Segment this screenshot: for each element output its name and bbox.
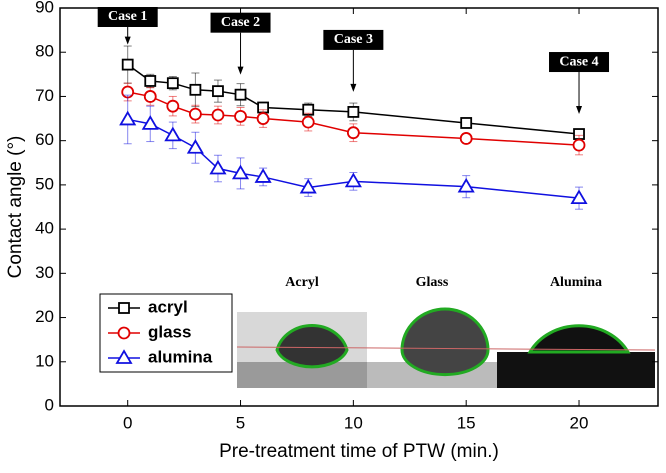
- marker: [234, 109, 247, 123]
- marker: [186, 138, 204, 154]
- y-tick-label: 70: [35, 86, 54, 105]
- annotation-box: [210, 12, 271, 33]
- y-tick-label: 80: [35, 42, 54, 61]
- arrow-head: [576, 106, 583, 115]
- series: [121, 82, 586, 156]
- y-axis-label: Contact angle (°): [5, 136, 26, 279]
- annotation: Case 1: [108, 9, 147, 24]
- annotation-box: [323, 29, 384, 50]
- legend-marker: [118, 302, 130, 314]
- marker: [460, 117, 473, 129]
- inset-label: Glass: [416, 275, 449, 290]
- legend-label: glass: [148, 322, 191, 341]
- legend-marker: [117, 326, 131, 340]
- annotation-box: [97, 7, 158, 27]
- marker: [188, 107, 202, 121]
- marker: [189, 83, 202, 96]
- y-tick-label: 0: [45, 395, 54, 414]
- series: [121, 45, 585, 140]
- marker: [344, 172, 362, 188]
- y-tick-label: 30: [35, 263, 54, 282]
- series: [119, 94, 588, 210]
- legend-label: alumina: [148, 347, 213, 366]
- y-tick-label: 60: [35, 130, 54, 149]
- marker: [141, 115, 159, 130]
- plot-frame: [59, 7, 659, 407]
- y-tick-label: 40: [35, 219, 54, 238]
- marker: [301, 115, 315, 129]
- marker: [143, 90, 157, 103]
- x-tick-label: 5: [236, 413, 245, 432]
- droplet: [527, 324, 631, 354]
- marker: [572, 138, 586, 152]
- marker: [166, 99, 180, 113]
- x-axis-label: Pre-treatment time of PTW (min.): [219, 441, 499, 462]
- x-tick-label: 10: [344, 413, 363, 432]
- arrow-head: [350, 83, 357, 92]
- y-tick-label: 90: [35, 0, 54, 16]
- y-tick-label: 10: [35, 351, 54, 370]
- arrow-head: [124, 36, 131, 45]
- y-tick-label: 50: [35, 174, 54, 193]
- legend-marker: [115, 349, 133, 364]
- marker: [164, 126, 182, 142]
- droplet: [400, 307, 490, 377]
- marker: [299, 178, 317, 194]
- y-tick-label: 20: [35, 307, 54, 326]
- marker: [211, 108, 225, 122]
- droplet: [275, 323, 349, 369]
- annotation: Case 3: [334, 32, 373, 47]
- x-tick-label: 15: [457, 413, 476, 432]
- marker: [459, 132, 473, 145]
- inset-photo-base: [497, 352, 655, 388]
- marker: [144, 75, 157, 87]
- annotation: Case 2: [221, 15, 260, 30]
- marker: [457, 177, 475, 193]
- marker: [209, 159, 227, 175]
- marker: [231, 164, 250, 180]
- marker: [166, 77, 179, 90]
- inset-label: Alumina: [550, 275, 602, 290]
- insets: [236, 307, 656, 388]
- marker: [121, 58, 134, 71]
- marker: [212, 85, 224, 98]
- annotation-box: [549, 52, 610, 73]
- marker: [346, 126, 360, 140]
- baseline: [236, 346, 656, 351]
- marker: [234, 88, 247, 101]
- marker: [119, 110, 137, 126]
- arrow-head: [237, 66, 244, 75]
- marker: [256, 112, 270, 125]
- annotation: Case 4: [559, 54, 598, 69]
- marker: [254, 168, 272, 183]
- inset-label: Acryl: [285, 275, 319, 290]
- marker: [347, 106, 360, 118]
- marker: [570, 189, 588, 205]
- legend-label: acryl: [148, 297, 188, 316]
- x-tick-label: 0: [123, 413, 132, 432]
- x-tick-label: 20: [570, 413, 589, 432]
